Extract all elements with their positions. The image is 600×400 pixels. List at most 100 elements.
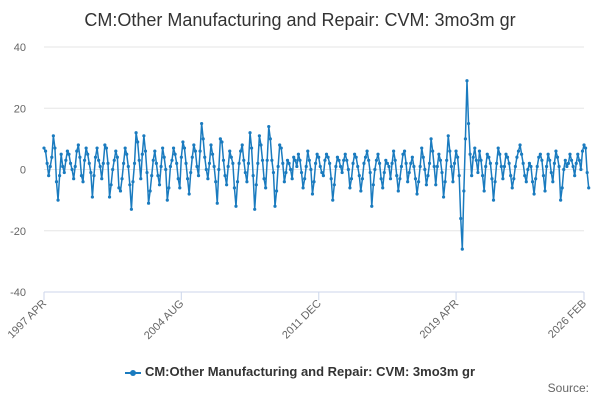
data-point — [409, 161, 413, 165]
data-point — [530, 180, 535, 184]
data-point — [438, 158, 443, 162]
data-point — [390, 161, 394, 165]
data-point — [512, 177, 516, 181]
data-point — [42, 146, 46, 150]
data-point — [178, 186, 182, 190]
y-axis-ticks: 40 20 0 -20 -40 — [10, 42, 26, 299]
data-point — [465, 79, 469, 83]
data-point — [460, 247, 464, 251]
data-point — [259, 143, 263, 147]
data-point — [98, 164, 102, 169]
y-tick-label: -40 — [10, 287, 26, 299]
data-point — [502, 164, 507, 169]
data-point — [387, 164, 391, 169]
data-point — [150, 174, 154, 178]
data-point — [418, 164, 422, 169]
data-point — [509, 174, 513, 178]
data-point — [424, 183, 428, 187]
data-point — [45, 161, 49, 165]
data-point — [454, 149, 458, 153]
data-point — [317, 155, 321, 159]
series-line — [43, 79, 590, 250]
data-point — [164, 167, 168, 172]
data-point — [504, 152, 508, 156]
data-point — [526, 167, 530, 172]
data-point — [134, 131, 138, 135]
data-point — [209, 143, 213, 147]
data-point — [87, 161, 91, 165]
data-point — [289, 167, 293, 172]
data-point — [157, 183, 162, 187]
data-point — [207, 161, 212, 165]
data-point — [231, 161, 235, 165]
data-point — [423, 167, 427, 172]
data-point — [47, 174, 51, 178]
data-point — [226, 164, 230, 169]
data-point — [426, 174, 430, 178]
data-point — [246, 161, 251, 165]
data-point — [109, 183, 113, 187]
data-point — [320, 170, 324, 175]
data-point — [396, 189, 400, 193]
data-point — [59, 152, 63, 156]
data-point — [399, 164, 404, 169]
data-point — [385, 161, 389, 165]
data-point — [100, 177, 104, 181]
data-point — [61, 164, 65, 169]
data-point — [306, 149, 310, 153]
data-point — [249, 146, 254, 150]
data-point — [131, 180, 135, 184]
data-point — [420, 146, 424, 150]
data-point — [220, 140, 224, 144]
data-point — [50, 155, 54, 159]
data-point — [278, 143, 282, 147]
data-point — [427, 161, 432, 165]
data-point — [315, 152, 319, 156]
data-point — [214, 180, 218, 184]
data-point — [538, 152, 542, 156]
data-point — [268, 137, 272, 141]
data-point — [270, 158, 274, 162]
data-point — [345, 158, 349, 162]
data-point — [440, 170, 444, 175]
data-point — [560, 186, 564, 190]
data-point — [92, 174, 96, 178]
data-point — [81, 180, 85, 184]
data-point — [206, 177, 210, 181]
data-point — [493, 180, 497, 184]
legend[interactable]: CM:Other Manufacturing and Repair: CVM: … — [0, 364, 600, 379]
data-point — [484, 164, 488, 169]
data-point — [212, 164, 216, 169]
data-point — [309, 167, 313, 172]
data-point — [292, 155, 296, 159]
data-point — [301, 186, 305, 190]
data-point — [429, 137, 433, 141]
data-point — [334, 164, 338, 169]
data-point — [56, 198, 60, 202]
data-point — [43, 149, 48, 153]
data-point — [170, 158, 174, 162]
data-point — [518, 143, 522, 147]
data-point — [343, 152, 347, 156]
data-point — [562, 167, 566, 172]
data-point — [584, 146, 588, 150]
data-point — [156, 174, 160, 178]
data-point — [140, 152, 144, 156]
data-point — [307, 158, 311, 162]
data-point — [463, 137, 468, 141]
data-point — [540, 158, 544, 162]
data-point — [395, 174, 399, 178]
data-point — [457, 174, 461, 178]
data-point — [76, 143, 80, 147]
legend-line-icon — [124, 368, 141, 378]
data-point — [321, 174, 325, 178]
data-point — [332, 183, 336, 187]
data-point — [129, 207, 134, 211]
data-point — [240, 143, 244, 147]
data-point — [434, 183, 438, 187]
data-point — [136, 140, 140, 144]
data-point — [398, 177, 402, 181]
data-point — [256, 161, 260, 165]
data-point — [128, 183, 132, 187]
series-layer — [42, 79, 591, 251]
